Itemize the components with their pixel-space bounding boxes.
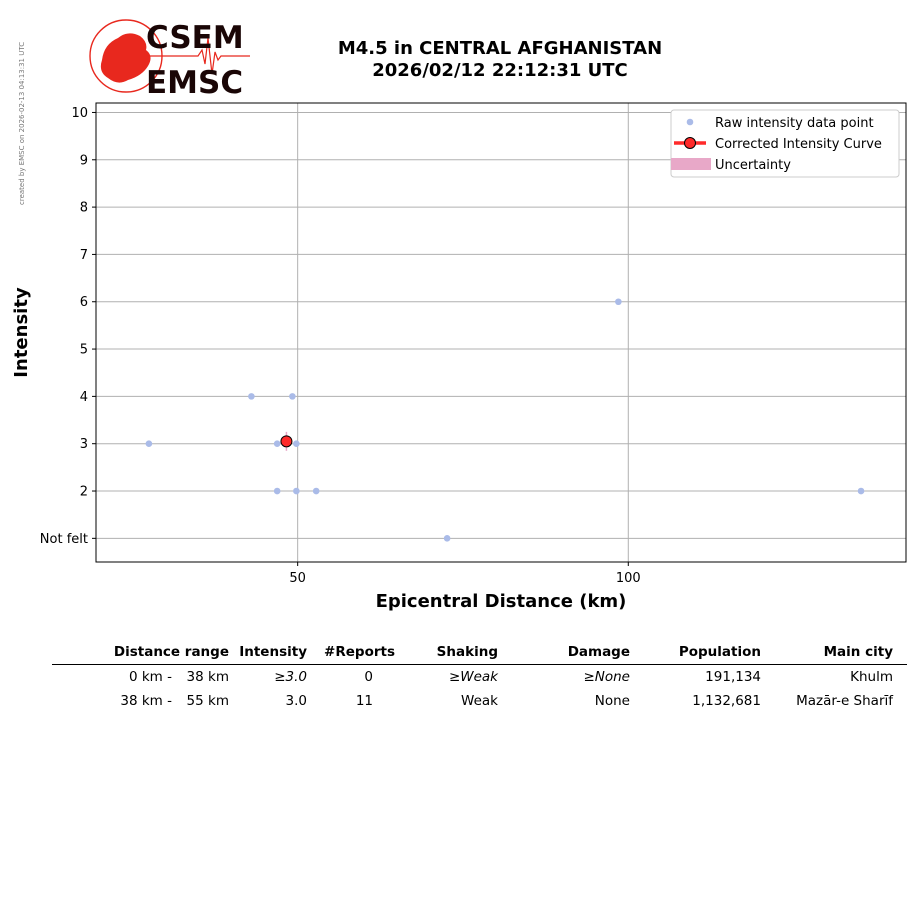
title-event: M4.5 in CENTRAL AFGHANISTAN xyxy=(337,38,663,59)
y-tick-label: 2 xyxy=(80,485,88,500)
intensity-chart: Not felt 2 3 4 5 6 7 8 9 10 50 100 Epicentral Distan… xyxy=(11,102,907,612)
raw-data-point xyxy=(273,440,281,448)
y-tick-label: 7 xyxy=(80,248,88,263)
row-range-from: 0 km - xyxy=(128,669,172,685)
title-datetime: 2026/02/12 22:12:31 UTC xyxy=(372,60,628,81)
x-tick-label: 100 xyxy=(616,571,641,586)
row-damage: None xyxy=(594,693,630,709)
corrected-intensity-point xyxy=(280,435,293,448)
legend-uncertainty-swatch xyxy=(671,158,711,170)
header-intensity: Intensity xyxy=(239,644,307,660)
header-damage: Damage xyxy=(567,644,630,660)
row-main-city: Khulm xyxy=(850,669,893,685)
raw-data-point xyxy=(145,440,153,448)
y-tick-label: 5 xyxy=(80,343,88,358)
y-tick-label: 6 xyxy=(80,295,88,310)
raw-data-point xyxy=(289,393,296,400)
header-main-city: Main city xyxy=(823,644,893,660)
y-tick-label: Not felt xyxy=(40,532,88,547)
legend-box xyxy=(670,109,900,178)
row-reports: 11 xyxy=(355,693,373,709)
header-reports: #Reports xyxy=(324,644,395,660)
logo-csem-text: CSEM xyxy=(146,20,244,56)
raw-data-point xyxy=(248,393,255,400)
raw-data-point xyxy=(615,298,622,306)
raw-data-point xyxy=(857,487,865,495)
logo-emsc-text: EMSC xyxy=(146,65,243,100)
table-header-row: Distance range Intensity #Reports Shakin… xyxy=(52,640,907,665)
row-intensity: 3.0 xyxy=(285,693,307,709)
logo-seismogram-line xyxy=(136,37,250,75)
y-tick-label: 4 xyxy=(80,390,88,405)
row-shaking: ≥Weak xyxy=(448,669,498,685)
y-tick-label: 10 xyxy=(71,106,88,121)
x-tick-label: 50 xyxy=(289,571,306,586)
x-axis-label: Epicentral Distance (km) xyxy=(376,591,627,612)
row-population: 191,134 xyxy=(705,669,761,685)
raw-data-point xyxy=(293,440,300,448)
row-intensity: ≥3.0 xyxy=(274,669,307,685)
legend-label: Uncertainty xyxy=(715,158,791,173)
row-main-city: Mazār-e Sharīf xyxy=(796,693,893,709)
y-tick-label: 9 xyxy=(80,153,88,168)
raw-data-point xyxy=(293,487,300,495)
table-row: 0 km - 38 km ≥3.0 0 ≥Weak ≥None 191,134 … xyxy=(52,665,907,689)
raw-data-point xyxy=(443,535,451,542)
row-shaking: Weak xyxy=(461,693,498,709)
legend-corrected-marker xyxy=(684,137,696,149)
header-population: Population xyxy=(678,644,761,660)
header-distance-range: Distance range xyxy=(113,644,229,660)
legend-label: Raw intensity data point xyxy=(715,116,874,131)
chart-title: M4.5 in CENTRAL AFGHANISTAN 2026/02/12 2… xyxy=(290,38,710,82)
csem-emsc-logo: CSEM EMSC xyxy=(89,19,250,100)
y-axis-label: Intensity xyxy=(11,287,32,378)
row-range-to: 38 km xyxy=(186,669,229,685)
y-tick-label: 8 xyxy=(80,201,88,216)
plot-frame xyxy=(95,102,907,563)
legend-label: Corrected Intensity Curve xyxy=(715,137,882,152)
row-range-from: 38 km - xyxy=(120,693,172,709)
row-reports: 0 xyxy=(364,669,373,685)
header-shaking: Shaking xyxy=(436,644,498,660)
intensity-table: Distance range Intensity #Reports Shakin… xyxy=(52,640,907,713)
logo-map-shape xyxy=(100,33,151,83)
table-row: 38 km - 55 km 3.0 11 Weak None 1,132,681… xyxy=(52,689,907,713)
row-range-to: 55 km xyxy=(186,693,229,709)
raw-data-point xyxy=(312,487,320,495)
y-tick-label: 3 xyxy=(80,437,88,452)
legend-raw-marker xyxy=(686,118,694,126)
row-population: 1,132,681 xyxy=(692,693,761,709)
row-damage: ≥None xyxy=(583,669,630,685)
raw-data-point xyxy=(273,487,281,495)
